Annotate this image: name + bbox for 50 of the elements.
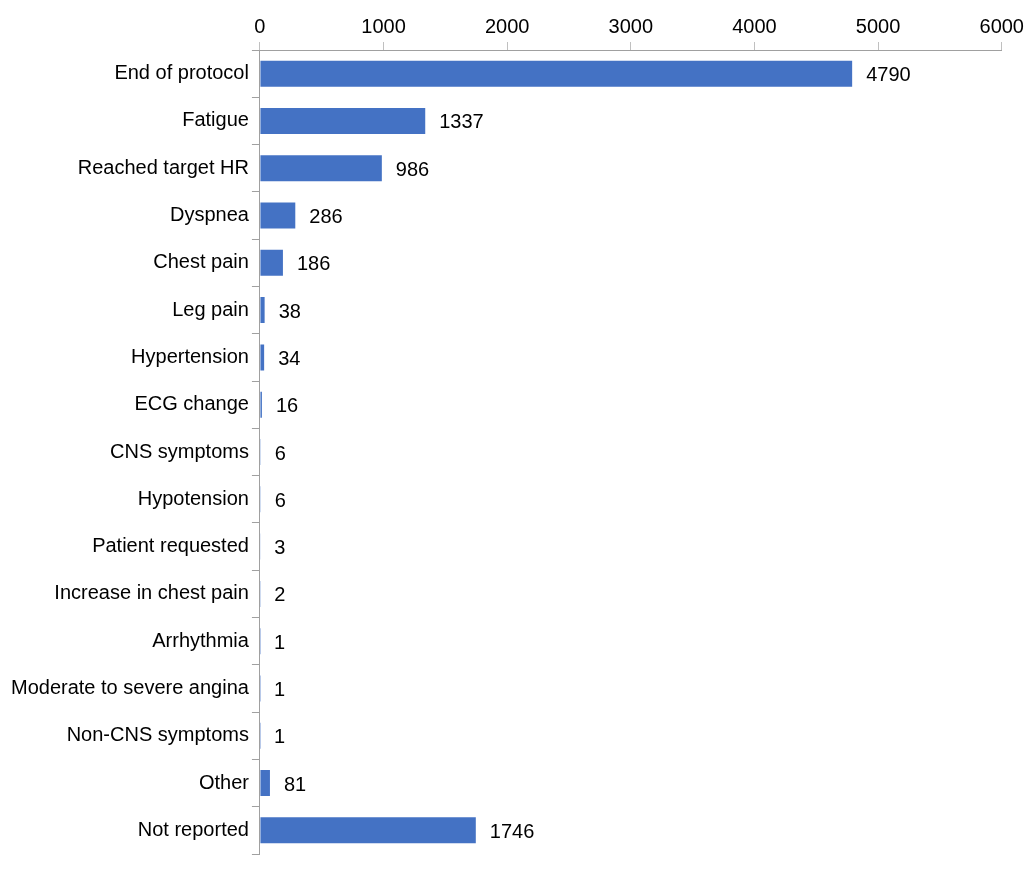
y-tick-label: Moderate to severe angina [10, 675, 250, 698]
bar [260, 60, 853, 87]
y-tick-label: Non-CNS symptoms [66, 723, 249, 746]
data-label: 6 [274, 488, 286, 511]
bar [260, 770, 270, 797]
x-tick-label: 6000 [979, 14, 1024, 37]
y-tick-label: Arrhythmia [152, 628, 250, 651]
y-tick-label: Fatigue [182, 108, 249, 131]
data-label: 2 [274, 583, 286, 606]
x-tick-label: 2000 [484, 14, 530, 37]
y-tick-label: ECG change [134, 392, 249, 415]
x-tick-label: 3000 [608, 14, 654, 37]
data-label: 3 [274, 536, 286, 559]
bar [260, 107, 426, 134]
bar [260, 249, 283, 276]
data-label: 286 [309, 205, 343, 228]
y-tick-label: Hypertension [131, 344, 249, 367]
x-tick-label: 4000 [732, 14, 777, 37]
y-tick-label: Reached target HR [77, 155, 249, 178]
data-label: 1337 [439, 110, 484, 133]
data-label: 38 [278, 299, 301, 322]
bar [260, 297, 265, 324]
x-tick-label: 5000 [855, 14, 901, 37]
data-label: 986 [395, 157, 430, 180]
bar [260, 202, 296, 229]
x-tick-label: 1000 [361, 14, 406, 37]
data-label: 4790 [866, 63, 911, 86]
y-tick-label: End of protocol [114, 61, 249, 84]
data-label: 1 [274, 725, 286, 748]
y-tick-label: Chest pain [153, 250, 249, 273]
data-label: 1 [274, 677, 286, 700]
y-tick-label: Other [198, 770, 250, 793]
y-tick-label: Increase in chest pain [54, 581, 249, 604]
y-tick-label: Dyspnea [169, 203, 250, 226]
data-label: 6 [274, 441, 286, 464]
y-tick-label: Patient requested [92, 534, 249, 557]
bar [260, 155, 382, 182]
y-tick-label: Hypotension [137, 486, 249, 509]
bar [260, 817, 476, 844]
bar [260, 344, 265, 371]
data-label: 186 [296, 252, 331, 275]
y-tick-label: Leg pain [172, 297, 249, 320]
data-label: 81 [283, 772, 307, 795]
data-label: 1746 [489, 819, 535, 842]
x-tick-label: 0 [254, 14, 266, 37]
y-tick-label: Not reported [137, 817, 249, 840]
data-label: 1 [274, 630, 286, 653]
data-label: 34 [278, 346, 301, 369]
y-tick-label: CNS symptoms [110, 439, 249, 462]
data-label: 16 [275, 394, 299, 417]
